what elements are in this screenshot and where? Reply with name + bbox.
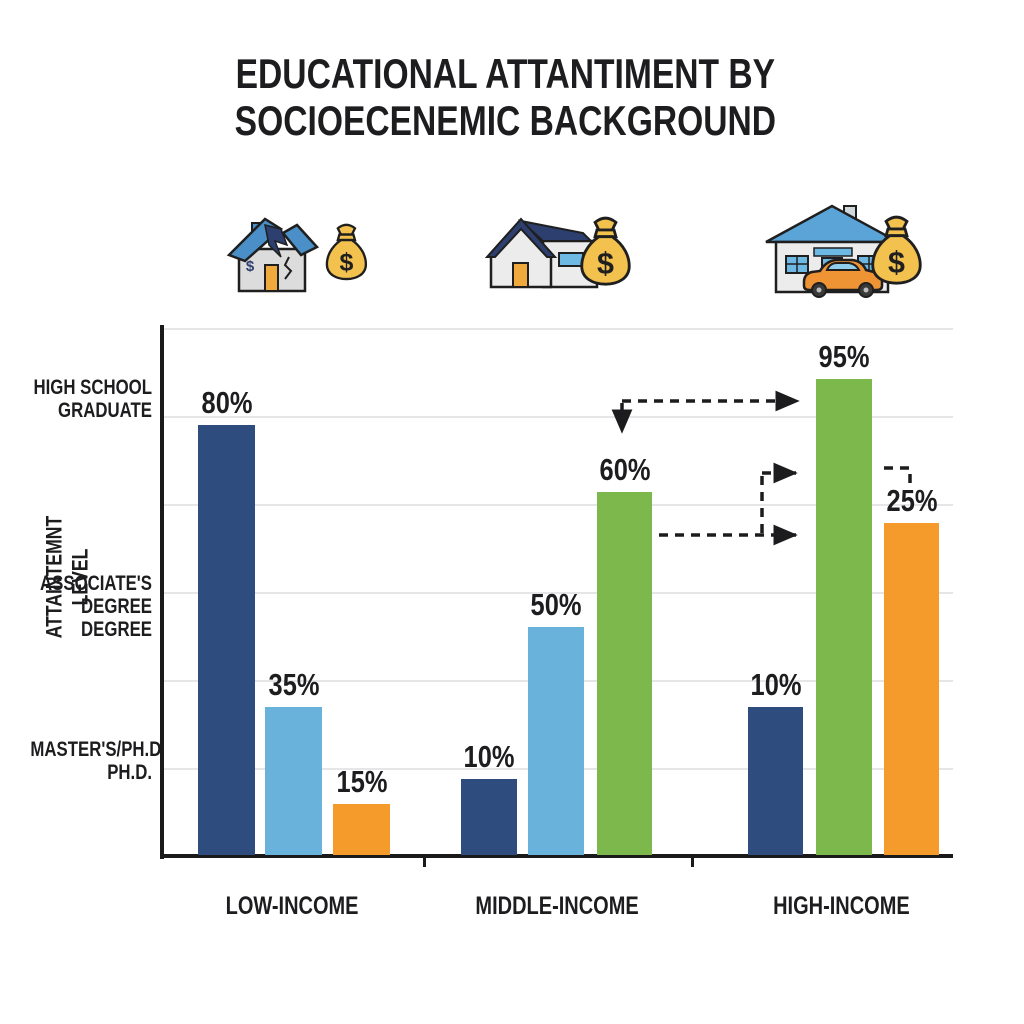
x-axis-tick bbox=[423, 858, 426, 867]
xlabel-high-income: HIGH-INCOME bbox=[772, 892, 910, 920]
xlabel-low-income: LOW-INCOME bbox=[225, 892, 359, 920]
high-income-bar-3-value-label: 25% bbox=[886, 483, 937, 518]
middle-income-bar-1-value-label: 10% bbox=[463, 739, 515, 774]
high-income-bar-2 bbox=[816, 379, 872, 855]
broken-house-icon: $ bbox=[226, 217, 320, 293]
x-axis-line bbox=[160, 854, 953, 858]
high-income-icon-group bbox=[765, 204, 922, 298]
x-axis-tick bbox=[691, 858, 694, 867]
svg-text:$: $ bbox=[246, 258, 255, 275]
ylabel-high-school-graduate: HIGH SCHOOL GRADUATE bbox=[33, 376, 152, 422]
low-income-bar-1 bbox=[198, 425, 255, 855]
xlabel-middle-income: MIDDLE-INCOME bbox=[475, 892, 639, 920]
y-axis-line bbox=[160, 325, 164, 859]
low-income-bar-1-value-label: 80% bbox=[201, 385, 252, 420]
high-income-bar-2-value-label: 95% bbox=[818, 339, 870, 374]
middle-income-icon-group bbox=[485, 216, 631, 289]
low-income-bar-3 bbox=[333, 804, 390, 855]
chart-title-line2: SOCIOECENEMIC BACKGROUND bbox=[234, 97, 776, 144]
high-income-bar-1 bbox=[748, 707, 803, 855]
high-income-bar-1-value-label: 10% bbox=[750, 667, 801, 702]
chart-title: EDUCATIONAL ATTANTIMENT BY SOCIOECENEMIC… bbox=[0, 50, 1010, 144]
middle-income-bar-3-value-label: 60% bbox=[599, 452, 650, 487]
high-income-bar-3 bbox=[884, 523, 939, 855]
chart-title-line1: EDUCATIONAL ATTANTIMENT BY bbox=[235, 50, 775, 97]
ylabel-associates-degree: ASSOCIATE'S DEGREE DEGREE bbox=[40, 572, 152, 641]
y-axis-title: ATTAINTEMNT LEVEL bbox=[41, 515, 93, 639]
car-icon bbox=[802, 258, 884, 298]
gridline bbox=[163, 416, 953, 418]
ylabel-masters-phd: MASTER'S/PH.D PH.D. bbox=[30, 738, 162, 784]
low-income-bar-3-value-label: 15% bbox=[336, 764, 387, 799]
low-income-icon-group: $ bbox=[226, 217, 368, 293]
gridline bbox=[163, 504, 953, 506]
low-income-bar-2-value-label: 35% bbox=[268, 667, 319, 702]
middle-income-bar-3 bbox=[597, 492, 652, 855]
gridline bbox=[163, 328, 953, 330]
gridline bbox=[163, 592, 953, 594]
middle-income-bar-2 bbox=[528, 627, 584, 855]
middle-income-bar-1 bbox=[461, 779, 517, 855]
middle-income-bar-2-value-label: 50% bbox=[530, 587, 582, 622]
low-income-bar-2 bbox=[265, 707, 322, 855]
